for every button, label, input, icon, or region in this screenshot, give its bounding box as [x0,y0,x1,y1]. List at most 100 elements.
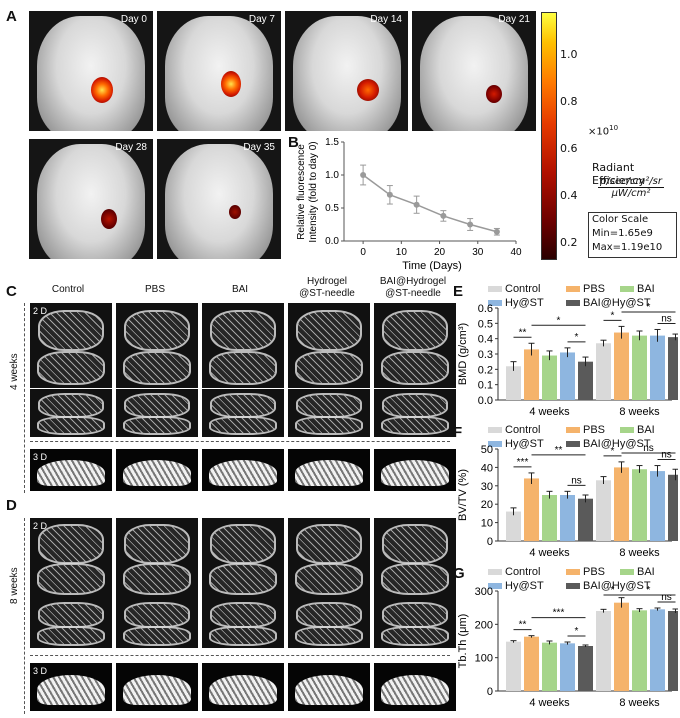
microct-2d-coronal [374,518,456,598]
day-label: Day 35 [243,142,275,153]
microct-2d-coronal [30,303,112,388]
microct-3d-render [288,663,370,711]
legend-label: PBS [583,424,606,436]
bar [596,611,611,691]
significance-label: ** [519,327,527,338]
microct-2d-coronal [116,518,198,598]
legend-swatch [488,583,502,589]
colorbar-tick: 0.8 [560,95,578,108]
legend-swatch [488,286,502,292]
significance-label: * [575,626,579,637]
microct-2d-sagittal [30,598,112,648]
microct-2d-coronal [30,518,112,598]
bar [596,480,611,541]
fluorescence-spot [486,85,502,103]
ivis-image-day0: Day 0 [29,11,153,131]
significance-label: ns [571,475,582,486]
bar [578,646,593,691]
significance-label: ns [643,443,654,454]
fluorescence-spot [91,77,113,103]
fluorescence-spot [101,209,117,229]
legend-swatch [488,300,502,306]
y-tick-label: 0.2 [478,364,493,376]
microct-2d-sagittal [116,598,198,648]
bar [578,498,593,541]
y-tick-label: 0 [487,686,493,698]
legend-label: Hy@ST [505,438,544,450]
panel-label-b: B [288,134,299,151]
x-category-label: 8 weeks [619,697,660,709]
microct-3d-render [116,449,198,491]
legend-label: BAI@Hy@ST [583,297,651,309]
legend-swatch [488,441,502,447]
panel-label-e: E [453,283,464,300]
panel-label-d: D [6,497,17,514]
ivis-image-day21: Day 21 [412,11,536,131]
ct-column-header: PBS [144,284,165,295]
legend-item: PBS [566,424,605,436]
significance-label: *** [517,457,529,468]
legend-swatch [620,286,634,292]
y-tick-label: 300 [475,586,493,598]
panel-label-c: C [6,283,17,300]
significance-label: * [647,302,651,313]
legend-label: BAI [637,283,655,295]
bar [632,469,647,541]
significance-label: * [611,585,615,596]
colorbar-tick: 1.0 [560,48,578,61]
ct-column-header: Control [51,284,85,295]
legend-label: BAI@Hy@ST [583,580,651,592]
microct-3d-render [288,449,370,491]
microct-2d-coronal [202,518,284,598]
y-tick-label: 0 [487,536,493,548]
y-tick-label: 0.4 [478,334,493,346]
bar [650,609,665,691]
x-tick-label: 20 [434,247,446,258]
data-point [493,228,500,235]
view-tag: 3 D [33,666,48,676]
data-point [440,212,447,219]
fluorescence-spot [221,71,241,97]
data-point [467,221,474,228]
bar [668,611,678,691]
fluorescence-spot [229,205,241,219]
bar [650,335,665,400]
x-tick-label: 30 [472,247,484,258]
significance-label: ** [519,620,527,631]
view-tag: 3 D [33,452,48,462]
y-tick-label: 30 [481,481,493,493]
bar [560,352,575,400]
legend-label: PBS [583,566,606,578]
legend-label: Hy@ST [505,580,544,592]
chart-e: 0.0 0.1 0.2 0.3 0.4 0.5 0.6 BMD (g/cm³) 4 weeks 8… [457,302,678,418]
microct-2d-coronal [202,303,284,388]
legend-label: BAI@Hy@ST [583,438,651,450]
significance-label: ns [661,450,672,461]
divider [24,303,25,493]
bar [596,343,611,400]
microct-2d-sagittal [116,389,198,437]
legend-swatch [566,569,580,575]
y-tick-label: 0.5 [325,203,339,214]
chart-b-ylabel: Relative fluorescenceIntensity (fold to … [296,141,319,242]
divider [30,655,450,656]
legend-item: Hy@ST [488,438,544,450]
legend-swatch [566,427,580,433]
legend-label: BAI [637,566,655,578]
bar [524,349,539,400]
panel-label-a: A [6,8,17,25]
significance-label: ** [555,445,563,456]
legend-label: Control [505,283,541,295]
microct-2d-coronal [116,303,198,388]
microct-2d-sagittal [374,389,456,437]
y-axis-label: BV/TV (%) [457,469,469,521]
y-tick-label: 1.0 [325,170,339,181]
microct-2d-sagittal [288,598,370,648]
microct-3d-render [202,449,284,491]
legend-label: Control [505,424,541,436]
significance-label: * [575,332,579,343]
legend-item: PBS [566,566,605,578]
x-category-label: 4 weeks [529,406,570,418]
divider [24,518,25,714]
microct-3d-render [374,449,456,491]
